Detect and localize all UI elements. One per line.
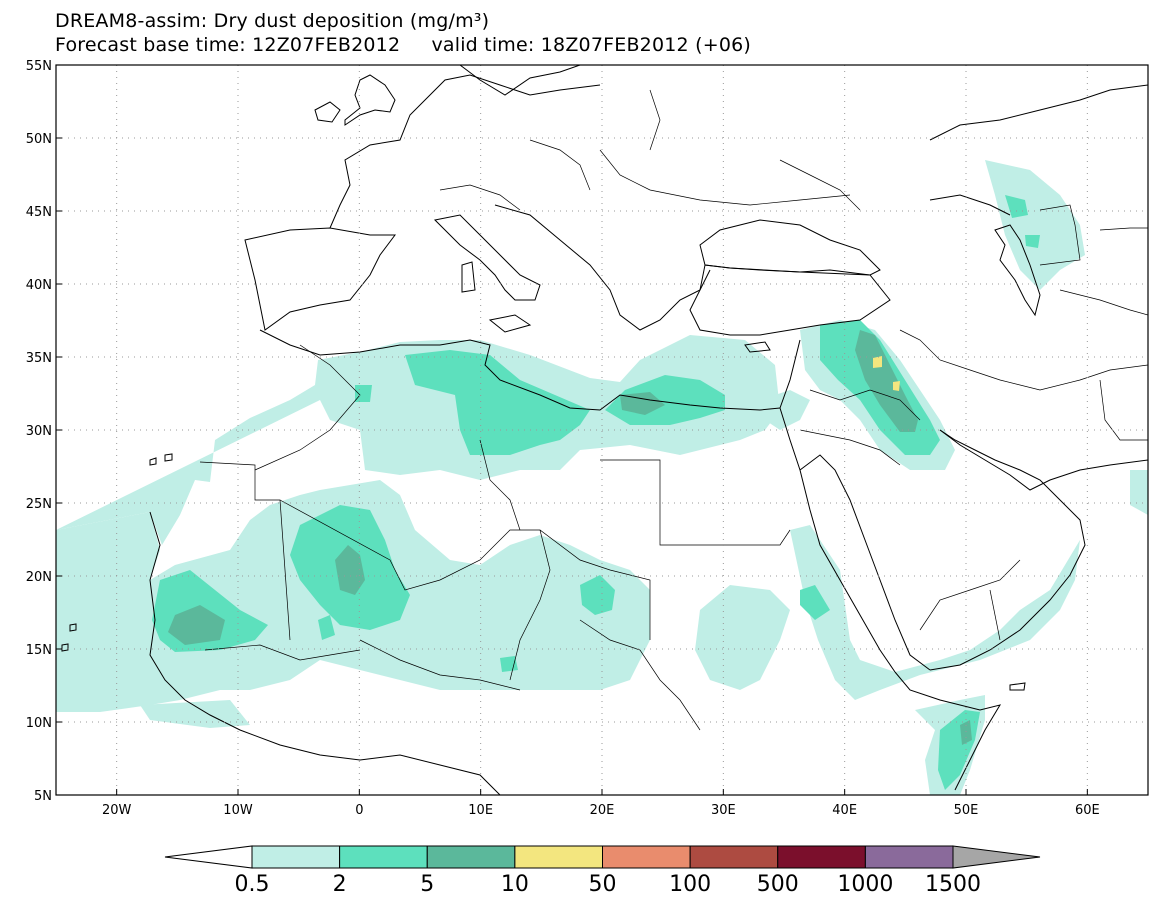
colorbar: 0.5 2 5 10 50 100 500 1000 1500 [164, 845, 1041, 897]
colorbar-label: 100 [669, 872, 711, 897]
colorbar-segment [689, 845, 779, 869]
longitude-tick-label: 30E [711, 803, 736, 818]
colorbar-segment [514, 845, 603, 869]
longitude-tick-label: 0 [355, 803, 363, 818]
colorbar-label: 1000 [837, 872, 893, 897]
latitude-tick-label: 40N [26, 278, 52, 293]
map-subtitle: Forecast base time: 12Z07FEB2012 valid t… [55, 34, 751, 56]
longitude-tick-label: 10E [468, 803, 493, 818]
latitude-tick-label: 20N [26, 570, 52, 585]
latitude-tick-label: 50N [26, 132, 52, 147]
dust-field [56, 160, 1148, 795]
dust-level-light [56, 160, 1148, 795]
colorbar-label: 500 [757, 872, 799, 897]
colorbar-label: 50 [589, 872, 617, 897]
colorbar-label: 1500 [925, 872, 981, 897]
latitude-labels: 55N 50N 45N 40N 35N 30N 25N 20N 15N 10N 5N [26, 59, 62, 804]
colorbar-segment [251, 845, 341, 869]
latitude-tick-label: 5N [34, 789, 52, 804]
forecast-base-time: Forecast base time: 12Z07FEB2012 [55, 34, 401, 56]
dust-level-yellow [873, 356, 900, 391]
latitude-tick-label: 30N [26, 424, 52, 439]
longitude-tick-label: 20E [590, 803, 615, 818]
longitude-tick-label: 10W [223, 803, 253, 818]
valid-time: valid time: 18Z07FEB2012 (+06) [431, 34, 752, 56]
latitude-tick-label: 45N [26, 205, 52, 220]
longitude-tick-label: 60E [1075, 803, 1100, 818]
colorbar-segment [777, 845, 866, 869]
colorbar-label: 5 [420, 872, 434, 897]
country-borders [199, 89, 1148, 731]
latitude-tick-label: 15N [26, 643, 52, 658]
colorbar-label: 0.5 [235, 872, 270, 897]
graticule [56, 65, 1148, 795]
colorbar-segment [339, 845, 428, 869]
colorbar-segment [426, 845, 516, 869]
colorbar-segment [864, 845, 954, 869]
colorbar-label: 2 [333, 872, 347, 897]
colorbar-label: 10 [501, 872, 529, 897]
longitude-tick-label: 20W [102, 803, 132, 818]
colorbar-upper-arrow [952, 845, 1041, 869]
latitude-tick-label: 25N [26, 497, 52, 512]
latitude-tick-label: 55N [26, 59, 52, 74]
latitude-tick-label: 10N [26, 716, 52, 731]
dust-level-dark [168, 330, 972, 745]
longitude-labels: 20W 10W 0 10E 20E 30E 40E 50E 60E [102, 789, 1100, 818]
latitude-tick-label: 35N [26, 351, 52, 366]
colorbar-segment [602, 845, 691, 869]
map-title: DREAM8-assim: Dry dust deposition (mg/m³… [55, 10, 490, 32]
longitude-tick-label: 40E [832, 803, 857, 818]
colorbar-lower-arrow [164, 845, 253, 869]
longitude-tick-label: 50E [954, 803, 979, 818]
